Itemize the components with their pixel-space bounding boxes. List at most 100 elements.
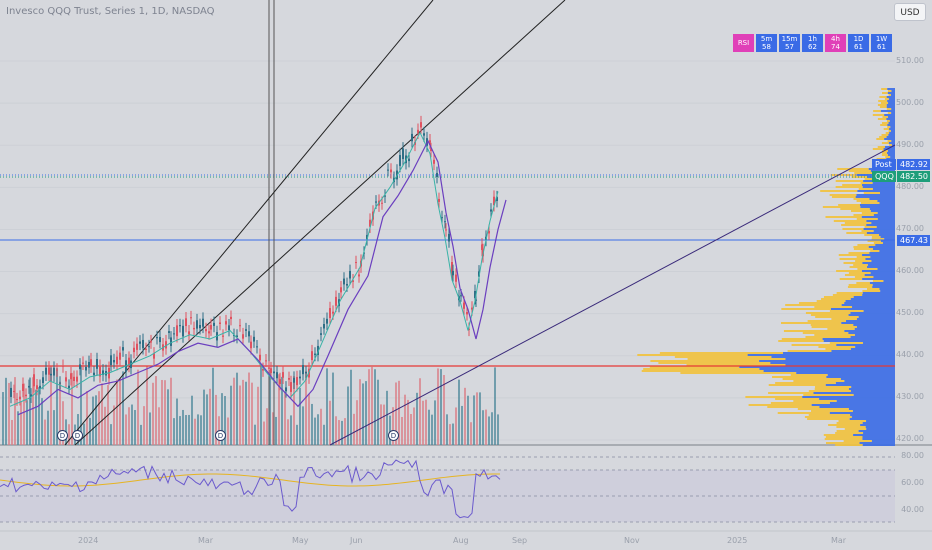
candle-body [293, 377, 295, 383]
volume-bar [317, 414, 319, 445]
candle-body [493, 196, 495, 206]
volume-profile-bar [768, 384, 826, 386]
candle-body [90, 359, 92, 367]
volume-profile-bar [862, 278, 895, 280]
volume-profile-bar [872, 286, 895, 288]
volume-bar [104, 406, 106, 445]
volume-profile-bar [879, 250, 895, 252]
volume-profile-bar [845, 300, 895, 302]
post-market-label: Post [872, 159, 896, 170]
candle-body [136, 343, 138, 350]
volume-bar [377, 379, 379, 445]
volume-bar [125, 414, 127, 445]
volume-bar [350, 369, 352, 445]
volume-bar [458, 379, 460, 445]
volume-bar [176, 398, 178, 445]
volume-bar [131, 404, 133, 445]
volume-bar [185, 415, 187, 445]
candle-body [16, 399, 18, 401]
dividend-marker[interactable]: D [388, 430, 399, 441]
volume-bar [464, 387, 466, 445]
candle-body [56, 369, 58, 371]
candle-body [170, 337, 172, 346]
volume-bar [128, 407, 130, 445]
volume-bar [158, 407, 160, 445]
volume-profile-bar [793, 400, 837, 402]
volume-bar [11, 419, 13, 445]
volume-profile-bar [855, 260, 872, 262]
volume-profile-bar [863, 228, 895, 230]
candle-body [323, 324, 325, 329]
volume-profile-bar [887, 112, 892, 114]
candle-body [168, 331, 170, 333]
volume-profile-bar [858, 188, 873, 190]
volume-profile-bar [882, 150, 888, 152]
candle-body [381, 202, 383, 204]
volume-profile-bar [881, 122, 889, 124]
volume-bar [119, 378, 121, 445]
dividend-marker[interactable]: D [215, 430, 226, 441]
candle-body [290, 382, 292, 392]
candle-body [62, 365, 64, 367]
volume-bar [395, 382, 397, 445]
volume-profile-bar [851, 210, 871, 212]
volume-profile-bar [739, 366, 895, 368]
volume-bar [383, 404, 385, 445]
dividend-marker[interactable]: D [72, 430, 83, 441]
candle-body [19, 396, 21, 400]
currency-button[interactable]: USD [894, 3, 926, 21]
candle-body [311, 351, 313, 361]
volume-profile-bar [813, 392, 895, 394]
candle-body [346, 283, 348, 286]
rsi-moving-average [0, 473, 501, 487]
volume-profile-bar [878, 234, 895, 236]
candle-body [335, 296, 337, 306]
volume-bar [149, 412, 151, 445]
volume-profile-bar [891, 90, 895, 92]
candle-body [256, 346, 258, 348]
candle-body [73, 376, 75, 381]
volume-profile-bar [871, 260, 895, 262]
volume-profile-bar [856, 200, 878, 202]
volume-profile-bar [783, 330, 845, 332]
volume-bar [230, 385, 232, 445]
volume-profile-bar [825, 436, 863, 438]
volume-profile-bar [884, 138, 895, 140]
candle-body [122, 347, 124, 351]
volume-bar [290, 415, 292, 445]
volume-profile-bar [891, 112, 895, 114]
volume-bar [200, 415, 202, 445]
volume-bar [134, 410, 136, 445]
volume-profile-bar [887, 90, 892, 92]
volume-profile-bar [807, 418, 850, 420]
dividend-marker[interactable]: D [57, 430, 68, 441]
volume-bar [302, 406, 304, 445]
candle-body [490, 209, 492, 212]
volume-bar [287, 419, 289, 445]
volume-profile-bar [848, 332, 895, 334]
volume-bar [467, 395, 469, 445]
volume-profile-bar [886, 106, 895, 108]
volume-bar [194, 418, 196, 445]
volume-bar [329, 400, 331, 445]
price-axis-label: 460.00 [896, 266, 924, 275]
volume-bar [470, 422, 472, 445]
candle-body [228, 325, 230, 331]
time-axis-label: 2024 [78, 536, 99, 545]
volume-bar [296, 424, 298, 445]
volume-bar [356, 400, 358, 445]
candle-body [250, 341, 252, 349]
volume-profile-bar [886, 108, 892, 110]
volume-bar [206, 394, 208, 445]
volume-profile-bar [853, 248, 874, 250]
volume-profile-bar [811, 410, 853, 412]
candle-body [88, 361, 90, 368]
candle-body [156, 337, 158, 339]
candle-body [236, 335, 238, 338]
volume-profile-bar [841, 224, 867, 226]
volume-bar [32, 377, 34, 445]
volume-bar [122, 371, 124, 445]
rsi-cell: 5m 58 [756, 34, 777, 52]
